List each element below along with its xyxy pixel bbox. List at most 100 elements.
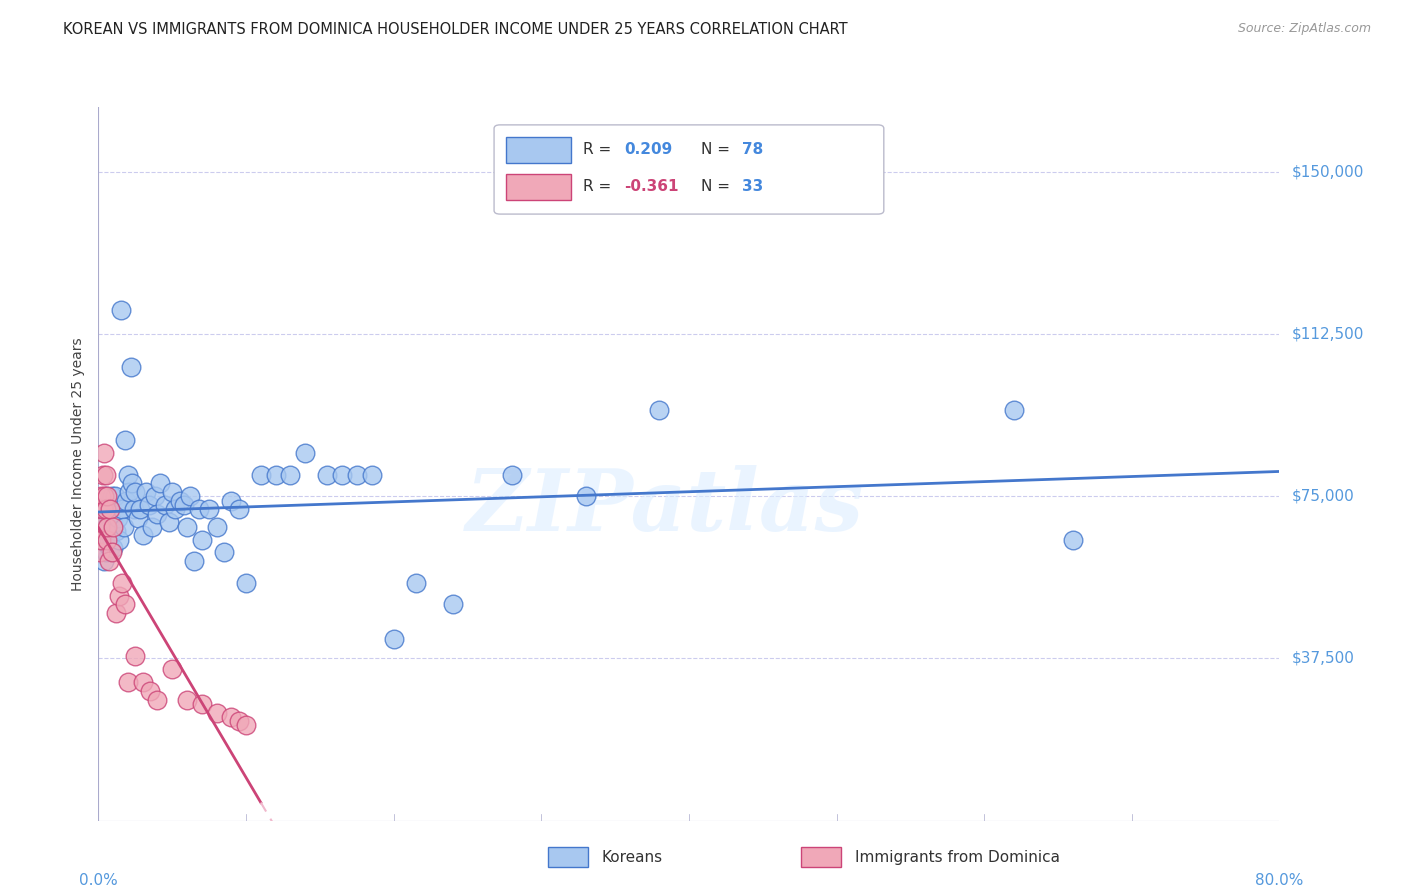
Point (127, 511, 149, 525)
Text: 78: 78 (742, 143, 763, 157)
Point (191, 697, 214, 711)
Point (103, 515, 125, 529)
Point (91, 502, 114, 516)
Point (111, 502, 134, 516)
Point (294, 446, 316, 460)
Point (96, 489, 118, 503)
Point (143, 489, 166, 503)
Point (360, 467, 382, 482)
Point (104, 489, 127, 503)
Point (115, 493, 138, 508)
Point (94, 502, 117, 516)
Point (405, 575, 427, 590)
Point (501, 467, 523, 482)
Point (441, 598, 464, 612)
Point (110, 303, 132, 318)
Point (94, 545, 117, 559)
Point (120, 359, 142, 374)
Point (111, 575, 134, 590)
Point (107, 511, 129, 525)
Point (91, 511, 114, 525)
Point (98, 502, 121, 516)
Point (212, 545, 235, 559)
FancyBboxPatch shape (506, 137, 571, 162)
Point (250, 467, 273, 482)
Y-axis label: Householder Income Under 25 years: Householder Income Under 25 years (70, 337, 84, 591)
Point (117, 467, 139, 482)
Point (96, 533, 118, 547)
Point (122, 502, 145, 516)
Text: 0.209: 0.209 (624, 143, 672, 157)
Point (146, 692, 169, 706)
Point (198, 502, 221, 516)
Point (346, 467, 368, 482)
Text: Immigrants from Dominica: Immigrants from Dominica (855, 850, 1060, 864)
Point (162, 485, 183, 500)
Point (648, 402, 671, 417)
FancyBboxPatch shape (506, 174, 571, 200)
Point (103, 541, 125, 556)
Point (91, 467, 114, 482)
Point (100, 545, 122, 559)
Point (173, 498, 195, 512)
Point (128, 502, 150, 516)
Text: $150,000: $150,000 (1291, 164, 1364, 179)
Point (146, 507, 169, 521)
Text: $75,000: $75,000 (1291, 489, 1354, 504)
Point (139, 684, 162, 698)
Point (118, 485, 141, 500)
Point (98, 528, 121, 542)
Text: KOREAN VS IMMIGRANTS FROM DOMINICA HOUSEHOLDER INCOME UNDER 25 YEARS CORRELATION: KOREAN VS IMMIGRANTS FROM DOMINICA HOUSE… (63, 22, 848, 37)
Point (574, 489, 596, 503)
Point (98, 541, 121, 556)
Point (105, 606, 128, 620)
Point (100, 489, 122, 503)
Point (94, 467, 117, 482)
Point (219, 493, 242, 508)
Point (100, 524, 122, 538)
Text: N =: N = (700, 179, 734, 194)
Point (90, 489, 112, 503)
Point (176, 692, 198, 706)
Point (316, 467, 339, 482)
Point (121, 476, 143, 491)
Point (114, 598, 136, 612)
Point (132, 675, 155, 690)
Point (153, 498, 176, 512)
Point (93, 502, 115, 516)
Point (278, 467, 302, 482)
Point (108, 533, 131, 547)
Point (117, 675, 139, 690)
Point (149, 476, 172, 491)
Text: $37,500: $37,500 (1291, 651, 1354, 666)
Point (235, 718, 257, 732)
Point (98, 511, 121, 525)
Point (96, 498, 118, 512)
Point (165, 502, 187, 516)
Point (183, 554, 205, 568)
Point (90, 533, 112, 547)
Point (112, 519, 135, 533)
Point (97, 519, 120, 533)
Point (124, 649, 146, 664)
Point (228, 502, 250, 516)
Point (89, 545, 111, 559)
Text: -0.361: -0.361 (624, 179, 679, 194)
Point (135, 485, 157, 500)
Text: 0.0%: 0.0% (79, 872, 118, 888)
Point (169, 493, 191, 508)
Point (114, 433, 136, 447)
Text: ZIPatlas: ZIPatlas (467, 465, 865, 549)
Point (205, 519, 228, 533)
Point (103, 519, 125, 533)
Point (91, 541, 114, 556)
Point (132, 528, 155, 542)
Point (90, 533, 112, 547)
Point (228, 714, 250, 728)
Point (97, 502, 120, 516)
Point (382, 632, 405, 646)
Text: N =: N = (700, 143, 734, 157)
Point (97, 533, 120, 547)
Text: $112,500: $112,500 (1291, 326, 1364, 342)
Text: 80.0%: 80.0% (1256, 872, 1303, 888)
